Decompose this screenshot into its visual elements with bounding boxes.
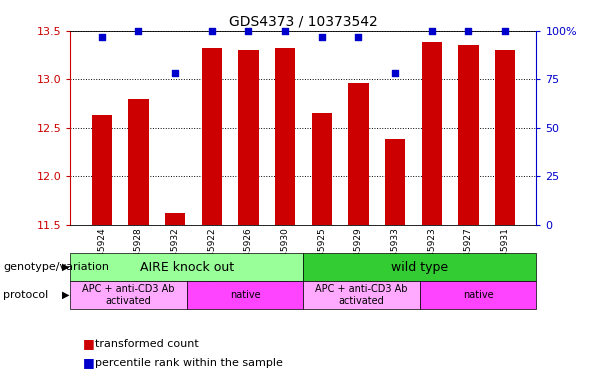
Bar <box>202 48 222 225</box>
Bar <box>238 50 259 225</box>
Text: wild type: wild type <box>391 261 449 273</box>
Bar <box>459 45 479 225</box>
Text: ■: ■ <box>83 356 94 369</box>
Text: AIRE knock out: AIRE knock out <box>140 261 234 273</box>
Text: native: native <box>230 290 261 300</box>
Bar <box>348 83 368 225</box>
Text: protocol: protocol <box>3 290 48 300</box>
Point <box>463 28 473 34</box>
Point <box>500 28 510 34</box>
Text: genotype/variation: genotype/variation <box>3 262 109 272</box>
Bar <box>495 50 515 225</box>
Point <box>390 70 400 76</box>
Point <box>97 33 107 40</box>
Point <box>354 33 364 40</box>
Title: GDS4373 / 10373542: GDS4373 / 10373542 <box>229 14 378 28</box>
Point <box>207 28 216 34</box>
Text: APC + anti-CD3 Ab
activated: APC + anti-CD3 Ab activated <box>83 284 175 306</box>
Text: ▶: ▶ <box>62 262 69 272</box>
Bar <box>275 48 295 225</box>
Text: native: native <box>463 290 493 300</box>
Text: ■: ■ <box>83 337 94 350</box>
Text: transformed count: transformed count <box>95 339 199 349</box>
Point <box>427 28 436 34</box>
Point <box>134 28 143 34</box>
Bar <box>165 213 185 225</box>
Bar <box>128 99 148 225</box>
Bar <box>311 113 332 225</box>
Bar <box>422 42 442 225</box>
Point <box>243 28 253 34</box>
Text: ▶: ▶ <box>62 290 69 300</box>
Point <box>170 70 180 76</box>
Bar <box>385 139 405 225</box>
Text: percentile rank within the sample: percentile rank within the sample <box>95 358 283 368</box>
Bar <box>92 115 112 225</box>
Point <box>280 28 290 34</box>
Text: APC + anti-CD3 Ab
activated: APC + anti-CD3 Ab activated <box>316 284 408 306</box>
Point <box>317 33 327 40</box>
